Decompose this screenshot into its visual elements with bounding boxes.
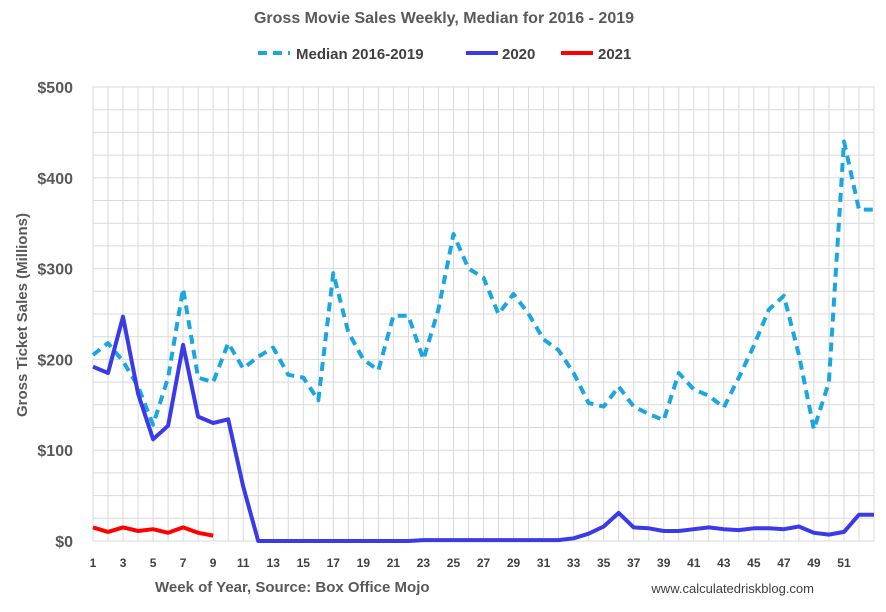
- x-tick-label: 1: [90, 556, 97, 570]
- y-tick-label: $0: [55, 534, 73, 551]
- y-axis-label: Gross Ticket Sales (Millions): [14, 213, 31, 417]
- x-tick-label: 21: [387, 556, 401, 570]
- x-tick-label: 3: [120, 556, 127, 570]
- x-tick-label: 33: [567, 556, 581, 570]
- x-tick-label: 27: [477, 556, 491, 570]
- legend-label-median: Median 2016-2019: [296, 46, 424, 63]
- x-tick-label: 29: [507, 556, 521, 570]
- y-tick-label: $100: [37, 443, 73, 460]
- x-tick-label: 9: [210, 556, 217, 570]
- y-tick-label: $400: [37, 171, 73, 188]
- legend: Median 2016-2019 2020 2021: [258, 46, 631, 63]
- series-line-2021: [92, 525, 214, 538]
- x-axis-label: Week of Year, Source: Box Office Mojo: [155, 579, 430, 596]
- x-tick-label: 49: [807, 556, 821, 570]
- x-tick-label: 19: [357, 556, 371, 570]
- x-tick-label: 23: [417, 556, 431, 570]
- series-group: [91, 139, 874, 543]
- x-tick-label: 7: [180, 556, 187, 570]
- x-tick-label: 43: [717, 556, 731, 570]
- y-axis-ticks: $0 $100 $200 $300 $400 $500: [37, 80, 73, 551]
- x-tick-label: 5: [150, 556, 157, 570]
- x-tick-label: 25: [447, 556, 461, 570]
- x-tick-label: 11: [237, 556, 250, 570]
- x-tick-label: 31: [537, 556, 551, 570]
- y-tick-label: $500: [37, 80, 73, 97]
- grid: [92, 86, 875, 542]
- x-tick-label: 13: [267, 556, 281, 570]
- x-axis-ticks: 1 3 5 7 9 11 13 15 17 19 21 23 25 27 29 31 33 35 37 39 41 43 4…: [90, 556, 851, 570]
- source-note: www.calculatedriskblog.com: [650, 581, 814, 596]
- legend-label-2020: 2020: [502, 46, 535, 63]
- chart-title: Gross Movie Sales Weekly, Median for 201…: [254, 10, 634, 27]
- x-tick-label: 51: [837, 556, 851, 570]
- x-tick-label: 17: [327, 556, 341, 570]
- series-line-median-2016-2019: [91, 139, 874, 432]
- x-tick-label: 47: [777, 556, 791, 570]
- series-line-2020: [92, 314, 874, 543]
- x-tick-label: 15: [297, 556, 311, 570]
- x-tick-label: 45: [747, 556, 761, 570]
- y-tick-label: $200: [37, 352, 73, 369]
- x-tick-label: 35: [597, 556, 611, 570]
- x-tick-label: 41: [687, 556, 701, 570]
- x-tick-label: 39: [657, 556, 671, 570]
- y-tick-label: $300: [37, 262, 73, 279]
- legend-label-2021: 2021: [598, 46, 631, 63]
- x-tick-label: 37: [627, 556, 641, 570]
